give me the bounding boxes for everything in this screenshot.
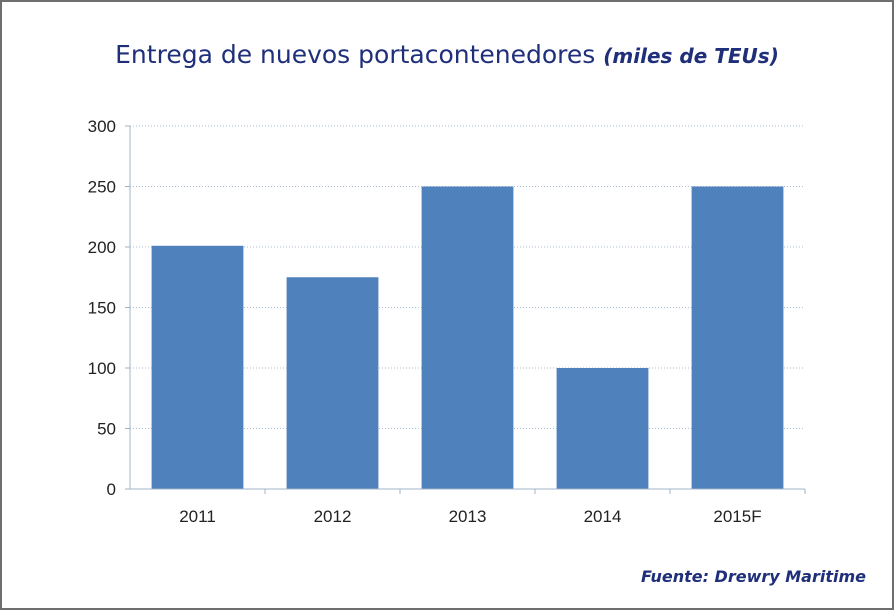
x-tick-label: 2012: [314, 507, 352, 526]
y-tick-label: 250: [88, 178, 116, 197]
bar-2011: [151, 245, 244, 489]
title-units: (miles de TEUs): [603, 44, 779, 68]
y-tick-label: 100: [88, 359, 116, 378]
x-tick-label: 2011: [179, 507, 216, 526]
bar-2013: [421, 186, 514, 489]
x-tick-label: 2015F: [713, 507, 761, 526]
x-tick-label: 2014: [584, 507, 622, 526]
source-note: Fuente: Drewry Maritime: [641, 567, 866, 586]
bar-2014: [556, 368, 649, 489]
y-tick-label: 150: [88, 299, 116, 318]
y-tick-label: 0: [107, 480, 116, 499]
y-tick-label: 200: [88, 238, 116, 257]
chart-title: Entrega de nuevos portacontenedores (mil…: [0, 40, 894, 69]
bar-2012: [286, 277, 379, 489]
y-tick-label: 50: [97, 420, 116, 439]
bar-2015F: [691, 186, 784, 489]
y-tick-label: 300: [88, 117, 116, 136]
title-text: Entrega de nuevos portacontenedores: [115, 40, 596, 69]
x-tick-label: 2013: [449, 507, 487, 526]
